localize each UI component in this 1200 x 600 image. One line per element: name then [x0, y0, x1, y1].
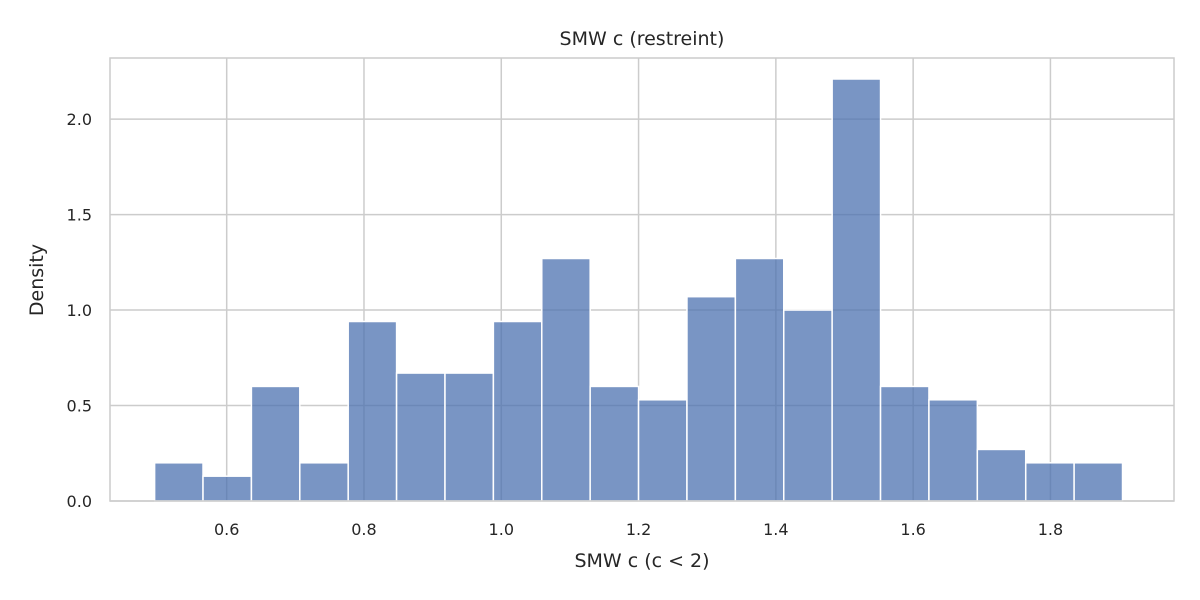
y-tick-label: 2.0 [67, 110, 92, 129]
plot-frame [109, 57, 1175, 502]
x-tick-label: 1.6 [900, 520, 925, 539]
x-tick-labels: 0.6 0.8 1.0 1.2 1.4 1.6 1.8 [214, 520, 1063, 539]
histogram-bar [153, 462, 204, 502]
y-tick-label: 0.5 [67, 397, 92, 416]
histogram-bar [541, 257, 591, 502]
x-tick-label: 1.2 [626, 520, 651, 539]
x-tick-label: 1.0 [489, 520, 514, 539]
x-tick-label: 1.4 [763, 520, 788, 539]
histogram-bar [589, 385, 640, 502]
histogram-bar [202, 475, 253, 502]
histogram-bar [395, 372, 446, 502]
histogram-bar [928, 399, 979, 502]
y-axis-label: Density [26, 244, 48, 316]
histogram-bar [879, 385, 930, 502]
histogram-bars [153, 78, 1124, 502]
histogram-bar [250, 385, 301, 502]
histogram-bar [492, 320, 543, 502]
x-tick-label: 0.6 [214, 520, 239, 539]
histogram-bar [734, 257, 785, 502]
histogram-bar [1073, 462, 1124, 502]
histogram-bar [299, 462, 349, 502]
y-tick-label: 1.0 [67, 301, 92, 320]
histogram-bar [444, 372, 495, 502]
y-tick-labels: 0.0 0.5 1.0 1.5 2.0 [67, 110, 92, 511]
histogram-bar [831, 78, 882, 502]
histogram-bar [783, 309, 833, 502]
histogram-bar [976, 448, 1027, 502]
histogram-bar [1024, 462, 1075, 502]
histogram-bar [347, 320, 398, 502]
x-tick-label: 0.8 [351, 520, 376, 539]
histogram-bar [637, 399, 688, 502]
y-tick-label: 1.5 [67, 206, 92, 225]
x-tick-label: 1.8 [1038, 520, 1063, 539]
chart-title: SMW c (restreint) [560, 28, 725, 50]
y-tick-label: 0.0 [67, 492, 92, 511]
x-axis-label: SMW c (c < 2) [574, 550, 709, 572]
histogram-bar [686, 295, 737, 502]
